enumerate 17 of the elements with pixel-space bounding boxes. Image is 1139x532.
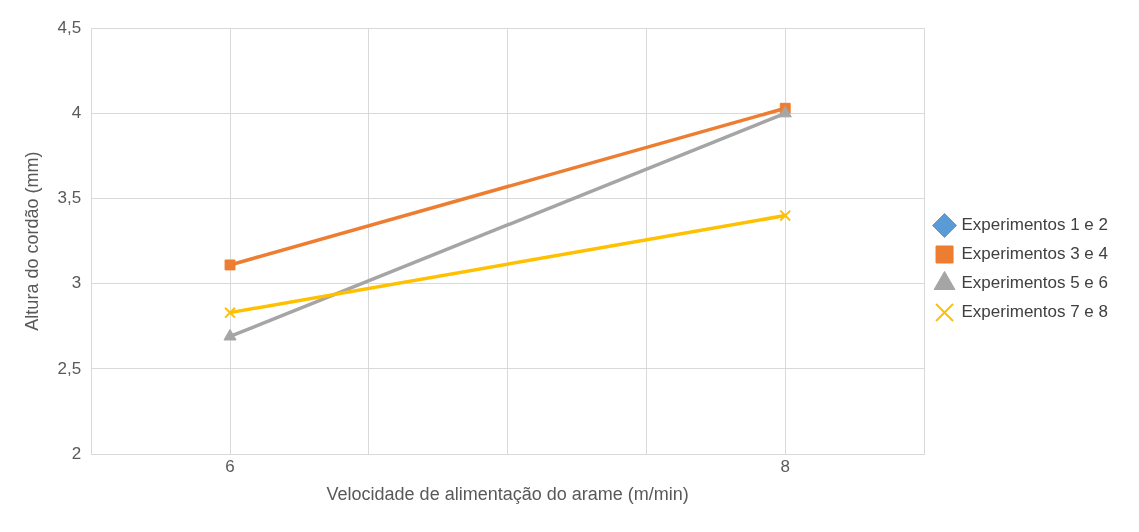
y-tick-label: 2,5 [57, 358, 82, 378]
legend-label: Experimentos 3 e 4 [961, 244, 1108, 264]
y-tick-label: 4 [71, 103, 82, 123]
point [224, 306, 236, 319]
x-tick-label: 6 [225, 456, 235, 476]
legend-label: Experimentos 5 e 6 [961, 273, 1108, 293]
y-tick-label: 3 [71, 273, 82, 293]
y-tick-label: 4,5 [57, 17, 82, 37]
legend-label: Experimentos 7 e 8 [961, 302, 1108, 322]
legend-label: Experimentos 1 e 2 [961, 215, 1108, 235]
y-tick-label: 2 [71, 443, 82, 463]
y-tick-label: 3,5 [57, 188, 82, 208]
point [224, 259, 236, 271]
point [779, 209, 792, 222]
y-axis-title: Altura do cordão (mm) [21, 151, 42, 331]
x-axis-title: Velocidade de alimentação do arame (m/min) [326, 484, 689, 505]
x-tick-label: 8 [780, 456, 790, 476]
